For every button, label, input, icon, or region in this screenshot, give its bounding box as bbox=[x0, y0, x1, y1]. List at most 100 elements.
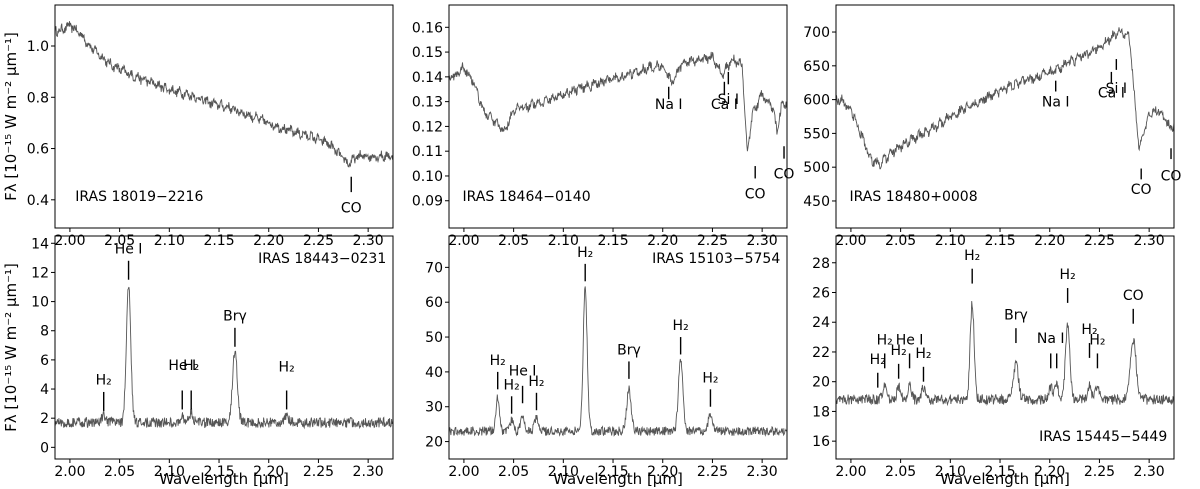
y-tick-label: 2 bbox=[40, 411, 49, 427]
feature-label: H₂ bbox=[915, 346, 931, 362]
x-tick-label: 2.25 bbox=[303, 464, 334, 480]
object-label: IRAS 15103−5754 bbox=[652, 251, 780, 267]
x-tick-label: 2.05 bbox=[885, 233, 916, 249]
y-tick-label: 24 bbox=[812, 315, 830, 331]
y-tick-label: 30 bbox=[425, 400, 443, 416]
y-tick-label: 8 bbox=[40, 324, 49, 340]
plot-frame bbox=[835, 4, 1175, 229]
y-tick-label: 0 bbox=[40, 440, 49, 456]
feature-label: H₂ bbox=[891, 343, 907, 359]
x-tick-label: 2.15 bbox=[203, 464, 234, 480]
y-tick-label: 18 bbox=[812, 404, 830, 420]
x-tick-label: 2.25 bbox=[303, 233, 334, 249]
panel-2: 2.00 2.05 2.10 2.15 2.20 2.25 2.30 0.09 0.10 0.11… bbox=[412, 4, 794, 249]
feature-label: CO bbox=[1123, 288, 1144, 304]
y-tick-label: 12 bbox=[31, 265, 49, 281]
y-tick-label: 0.11 bbox=[412, 144, 443, 160]
y-tick-label: 600 bbox=[803, 93, 830, 109]
y-tick-label: 0.15 bbox=[412, 45, 443, 61]
feature-label: CO bbox=[745, 186, 766, 202]
feature-label: H₂ bbox=[490, 353, 506, 369]
feature-label: H₂ bbox=[1060, 267, 1076, 283]
x-tick-label: 2.15 bbox=[597, 464, 628, 480]
x-tick-label: 2.00 bbox=[54, 464, 85, 480]
x-tick-label: 2.25 bbox=[697, 464, 728, 480]
feature-label: H₂ bbox=[1081, 322, 1097, 338]
feature-label: H₂ bbox=[870, 352, 886, 368]
panel-1: 2.00 2.05 2.10 2.15 2.20 2.25 2.30 0.4 0.6 0.8 1.0… bbox=[2, 4, 394, 249]
y-tick-label: 60 bbox=[425, 295, 443, 311]
x-tick-label: 2.05 bbox=[104, 464, 135, 480]
y-tick-label: 450 bbox=[803, 194, 830, 210]
x-tick-label: 2.05 bbox=[885, 464, 916, 480]
x-tick-label: 2.20 bbox=[253, 464, 284, 480]
feature-label: Brγ bbox=[223, 309, 247, 325]
x-tick-label: 2.10 bbox=[548, 233, 579, 249]
x-tick-label: 2.15 bbox=[984, 233, 1015, 249]
feature-label: H₂ bbox=[96, 373, 112, 389]
feature-label: He I bbox=[168, 358, 196, 374]
y-tick-label: 6 bbox=[40, 353, 49, 369]
feature-label: H₂ bbox=[673, 318, 689, 334]
y-tick-label: 0.10 bbox=[412, 169, 443, 185]
spectrum-line bbox=[836, 27, 1174, 170]
y-tick-label: 0.13 bbox=[412, 95, 443, 111]
feature-label: H₂ bbox=[877, 333, 893, 349]
feature-label: Ca I bbox=[711, 97, 738, 113]
x-tick-label: 2.25 bbox=[1084, 464, 1115, 480]
x-tick-label: 2.30 bbox=[353, 464, 384, 480]
y-tick-label: 50 bbox=[425, 330, 443, 346]
plot-frame bbox=[835, 235, 1175, 460]
x-tick-label: 2.00 bbox=[448, 464, 479, 480]
y-tick-label: 650 bbox=[803, 59, 830, 75]
x-tick-label: 2.20 bbox=[1034, 233, 1065, 249]
feature-label: H₂ bbox=[702, 370, 718, 386]
feature-label: Na I bbox=[1037, 331, 1065, 347]
feature-label: CO bbox=[1161, 169, 1182, 185]
x-axis-label: Wavelength [μm] bbox=[159, 470, 289, 488]
x-tick-label: 2.20 bbox=[253, 233, 284, 249]
x-tick-label: 2.30 bbox=[1134, 233, 1165, 249]
y-tick-label: 40 bbox=[425, 365, 443, 381]
panel-6: 2.00 2.05 2.10 2.15 2.20 2.25 2.30 16 18 20 22 24 26… bbox=[812, 235, 1175, 488]
spectrum-line bbox=[449, 51, 787, 152]
feature-label: CO bbox=[1131, 182, 1152, 198]
x-tick-label: 2.10 bbox=[154, 233, 185, 249]
x-tick-label: 2.15 bbox=[984, 464, 1015, 480]
y-tick-label: 0.14 bbox=[412, 70, 443, 86]
object-label: IRAS 18443−0231 bbox=[258, 251, 386, 267]
feature-label: H₂ bbox=[964, 248, 980, 264]
object-label: IRAS 15445−5449 bbox=[1039, 429, 1167, 445]
x-tick-label: 2.00 bbox=[54, 233, 85, 249]
y-tick-label: 20 bbox=[812, 375, 830, 391]
feature-label: H₂ bbox=[577, 245, 593, 261]
x-tick-label: 2.20 bbox=[647, 464, 678, 480]
y-tick-label: 26 bbox=[812, 285, 830, 301]
panel-5: 2.00 2.05 2.10 2.15 2.20 2.25 2.30 20 30 40 50 60 70… bbox=[425, 235, 788, 488]
spectrum-line bbox=[836, 301, 1174, 407]
x-tick-label: 2.00 bbox=[448, 233, 479, 249]
feature-label: H₂ bbox=[183, 358, 199, 374]
y-tick-label: 22 bbox=[812, 345, 830, 361]
feature-label: Brγ bbox=[617, 342, 641, 358]
spectrum-line bbox=[55, 21, 393, 168]
feature-label: He I bbox=[115, 241, 143, 257]
feature-label: Brγ bbox=[1004, 307, 1028, 323]
y-tick-label: 550 bbox=[803, 126, 830, 142]
y-tick-label: 20 bbox=[425, 435, 443, 451]
feature-label: He I bbox=[896, 333, 924, 349]
y-tick-label: 70 bbox=[425, 260, 443, 276]
y-tick-label: 28 bbox=[812, 256, 830, 272]
plot-frame bbox=[54, 4, 394, 229]
y-tick-label: 0.12 bbox=[412, 119, 443, 135]
plot-frame bbox=[448, 235, 788, 460]
spectrum-line bbox=[449, 286, 787, 437]
feature-label: Si I bbox=[718, 92, 739, 108]
spectrum-line bbox=[55, 286, 393, 430]
x-tick-label: 2.00 bbox=[835, 464, 866, 480]
x-tick-label: 2.10 bbox=[935, 233, 966, 249]
x-tick-label: 2.00 bbox=[835, 233, 866, 249]
y-tick-label: 0.6 bbox=[27, 142, 49, 158]
object-label: IRAS 18480+0008 bbox=[850, 189, 978, 205]
